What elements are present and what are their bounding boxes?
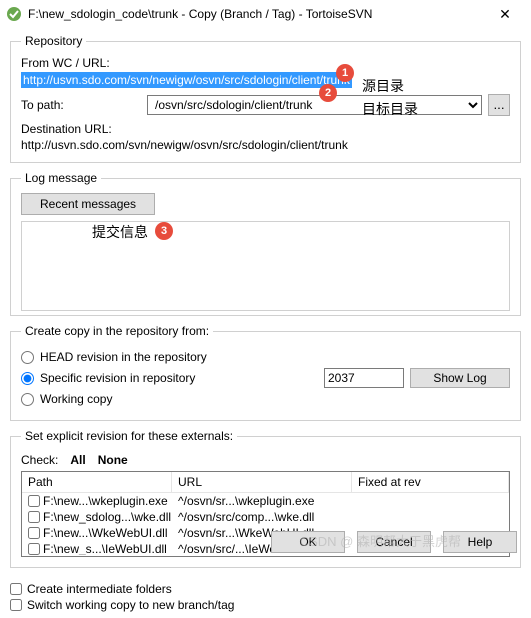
repository-group: Repository From WC / URL: http://usvn.sd… <box>10 34 521 163</box>
badge-1: 1 <box>336 64 354 82</box>
specific-revision-radio[interactable] <box>21 372 34 385</box>
table-row[interactable]: F:\new...\wkeplugin.exe ^/osvn/sr...\wkep… <box>22 493 509 509</box>
window-title: F:\new_sdologin_code\trunk - Copy (Branc… <box>28 7 485 21</box>
col-path[interactable]: Path <box>22 472 172 492</box>
row-fixed <box>352 510 509 524</box>
check-none-link[interactable]: None <box>98 453 128 467</box>
row-path: F:\new...\WkeWebUI.dll <box>43 526 167 540</box>
log-legend: Log message <box>21 171 101 185</box>
app-icon <box>6 6 22 22</box>
anno-commit: 提交信息 <box>92 222 148 242</box>
check-label: Check: <box>21 453 58 467</box>
to-path-label: To path: <box>21 98 141 112</box>
row-path: F:\new_s...\IeWebUI.dll <box>43 542 167 555</box>
check-all-link[interactable]: All <box>70 453 85 467</box>
row-checkbox[interactable] <box>28 511 40 523</box>
log-group: Log message Recent messages <box>10 171 521 316</box>
from-url-value[interactable]: http://usvn.sdo.com/svn/newigw/osvn/src/… <box>21 72 352 88</box>
dest-url-value: http://usvn.sdo.com/svn/newigw/osvn/src/… <box>21 138 348 152</box>
browse-button[interactable]: ... <box>488 94 510 116</box>
copy-from-legend: Create copy in the repository from: <box>21 324 213 338</box>
switch-wc-label: Switch working copy to new branch/tag <box>27 598 234 612</box>
close-icon[interactable]: ✕ <box>485 6 525 23</box>
recent-messages-button[interactable]: Recent messages <box>21 193 155 215</box>
row-url: ^/osvn/src/comp...\wke.dll <box>172 510 352 524</box>
anno-dst: 目标目录 <box>362 99 418 119</box>
show-log-button[interactable]: Show Log <box>410 368 510 388</box>
row-checkbox[interactable] <box>28 495 40 507</box>
externals-legend: Set explicit revision for these external… <box>21 429 237 443</box>
from-url-label: From WC / URL: <box>21 56 510 70</box>
col-fixed[interactable]: Fixed at rev <box>352 472 509 492</box>
row-url: ^/osvn/sr...\wkeplugin.exe <box>172 494 352 508</box>
title-bar: F:\new_sdologin_code\trunk - Copy (Branc… <box>0 0 531 28</box>
specific-revision-label: Specific revision in repository <box>40 371 195 385</box>
badge-3: 3 <box>155 222 173 240</box>
row-path: F:\new_sdolog...\wke.dll <box>43 510 171 524</box>
copy-from-group: Create copy in the repository from: HEAD… <box>10 324 521 421</box>
ok-button[interactable]: OK <box>271 531 345 553</box>
working-copy-radio[interactable] <box>21 393 34 406</box>
table-row[interactable]: F:\new_sdolog...\wke.dll^/osvn/src/comp.… <box>22 509 509 525</box>
dest-url-label: Destination URL: <box>21 122 510 136</box>
cancel-button[interactable]: Cancel <box>357 531 431 553</box>
switch-wc-checkbox[interactable] <box>10 599 22 611</box>
working-copy-label: Working copy <box>40 392 112 406</box>
row-checkbox[interactable] <box>28 543 40 555</box>
to-path-select[interactable]: /osvn/src/sdologin/client/trunk <box>147 95 482 115</box>
row-fixed <box>352 494 509 508</box>
create-folders-label: Create intermediate folders <box>27 582 172 596</box>
badge-2: 2 <box>319 84 337 102</box>
head-revision-radio[interactable] <box>21 351 34 364</box>
col-url[interactable]: URL <box>172 472 352 492</box>
revision-input[interactable] <box>324 368 404 388</box>
head-revision-label: HEAD revision in the repository <box>40 350 207 364</box>
anno-src: 源目录 <box>362 76 404 96</box>
create-folders-checkbox[interactable] <box>10 583 22 595</box>
help-button[interactable]: Help <box>443 531 517 553</box>
row-path: F:\new...\wkeplugin.exe <box>43 494 168 508</box>
repository-legend: Repository <box>21 34 86 48</box>
row-checkbox[interactable] <box>28 527 40 539</box>
